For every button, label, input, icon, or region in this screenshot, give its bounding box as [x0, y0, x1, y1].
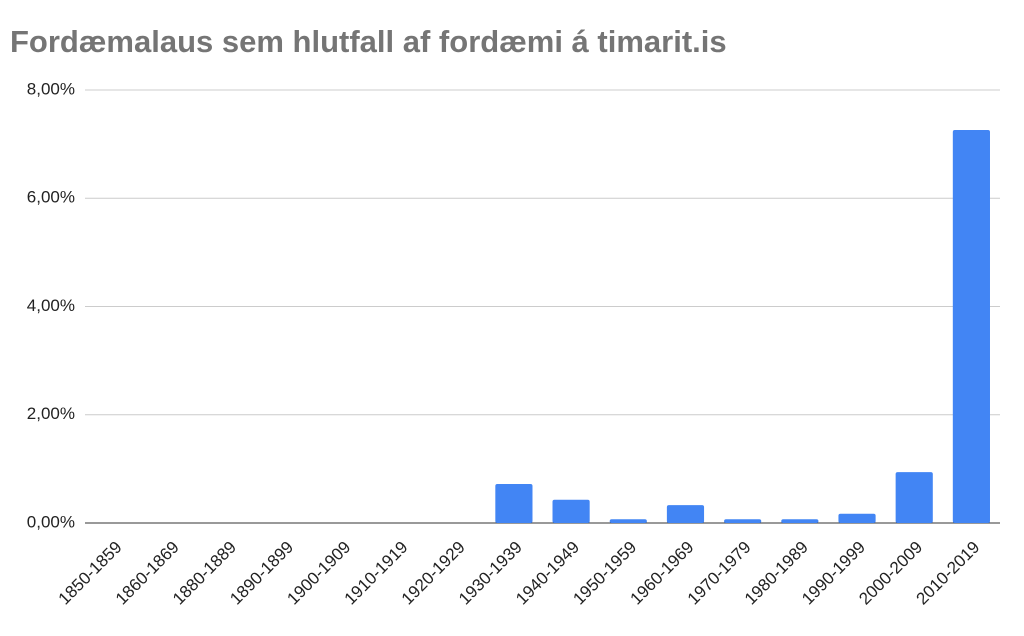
y-tick-label: 6,00% — [27, 188, 75, 207]
bar — [552, 499, 590, 523]
bar — [495, 484, 533, 523]
chart-title: Fordæmalaus sem hlutfall af fordæmi á ti… — [10, 24, 727, 59]
bar — [609, 519, 647, 523]
bar — [666, 505, 705, 523]
bar — [838, 513, 876, 523]
y-tick-label: 2,00% — [27, 404, 75, 423]
y-tick-label: 8,00% — [27, 79, 75, 98]
y-tick-label: 0,00% — [27, 512, 75, 531]
bar — [952, 130, 990, 524]
y-tick-label: 4,00% — [27, 296, 75, 315]
bar — [895, 472, 933, 523]
bar — [724, 519, 762, 523]
bar — [781, 519, 819, 523]
